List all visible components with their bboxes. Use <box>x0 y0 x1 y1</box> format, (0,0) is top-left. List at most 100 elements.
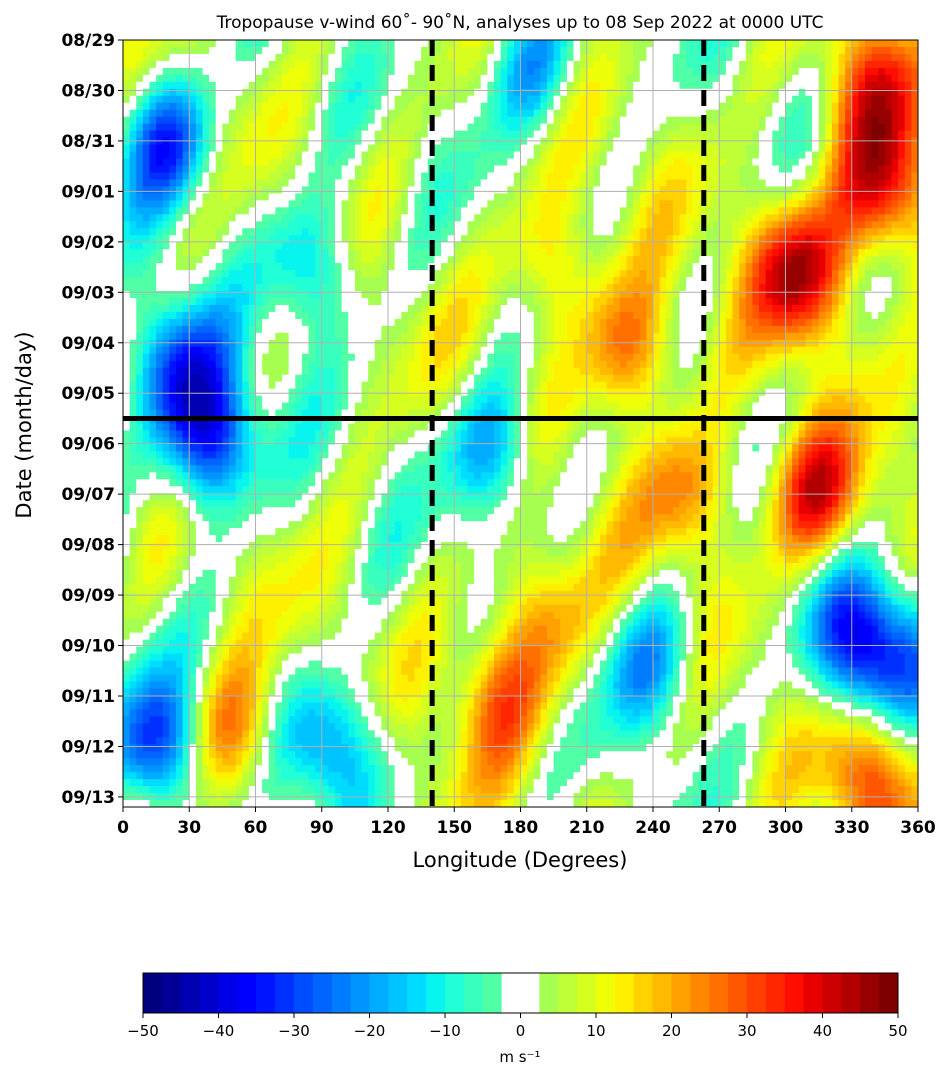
heatmap-cell <box>653 151 661 160</box>
heatmap-cell <box>374 46 382 55</box>
heatmap-cell <box>295 95 303 104</box>
heatmap-cell <box>904 95 912 104</box>
heatmap-cell <box>858 318 866 327</box>
heatmap-cell <box>765 249 773 257</box>
heatmap-cell <box>142 235 151 243</box>
heatmap-cell <box>699 109 707 118</box>
heatmap-cell <box>467 304 475 313</box>
heatmap-cell <box>639 172 647 181</box>
heatmap-cell <box>136 186 144 194</box>
heatmap-cell <box>480 40 488 48</box>
heatmap-cell <box>706 263 714 271</box>
heatmap-cell <box>593 284 601 292</box>
heatmap-cell <box>765 172 773 181</box>
heatmap-cell <box>301 207 310 215</box>
heatmap-cell <box>871 95 879 104</box>
heatmap-cell <box>169 235 177 243</box>
heatmap-cell <box>891 165 899 174</box>
heatmap-cell <box>275 179 283 188</box>
heatmap-cell <box>851 95 859 104</box>
heatmap-cell <box>560 40 568 48</box>
heatmap-cell <box>765 256 773 264</box>
heatmap-cell <box>414 297 422 306</box>
heatmap-cell <box>242 200 250 208</box>
heatmap-cell <box>560 221 568 229</box>
heatmap-cell <box>891 235 899 243</box>
heatmap-cell <box>328 130 336 139</box>
heatmap-cell <box>600 297 608 306</box>
heatmap-cell <box>480 130 488 139</box>
heatmap-cell <box>831 158 840 167</box>
heatmap-cell <box>520 318 528 327</box>
heatmap-cell <box>865 109 873 118</box>
heatmap-cell <box>891 256 899 264</box>
heatmap-cell <box>142 158 151 167</box>
heatmap-cell <box>653 144 661 153</box>
heatmap-cell <box>719 304 727 313</box>
heatmap-cell <box>765 318 773 327</box>
heatmap-cell <box>149 297 157 306</box>
heatmap-cell <box>368 200 376 208</box>
heatmap-cell <box>871 249 879 257</box>
heatmap-cell <box>454 40 462 48</box>
heatmap-cell <box>388 291 396 299</box>
heatmap-cell <box>619 284 628 292</box>
heatmap-cell <box>533 318 541 327</box>
heatmap-cell <box>527 67 535 76</box>
heatmap-cell <box>182 81 190 90</box>
heatmap-cell <box>772 200 780 208</box>
heatmap-cell <box>772 102 780 111</box>
heatmap-cell <box>229 325 237 334</box>
heatmap-cell <box>215 109 223 118</box>
heatmap-cell <box>388 74 396 83</box>
heatmap-cell <box>354 40 363 48</box>
heatmap-cell <box>421 151 429 160</box>
heatmap-cell <box>600 270 608 278</box>
heatmap-cell <box>547 200 555 208</box>
heatmap-cell <box>262 249 270 257</box>
heatmap-cell <box>884 40 893 48</box>
heatmap-cell <box>520 193 528 201</box>
heatmap-cell <box>162 297 170 306</box>
heatmap-cell <box>301 116 310 125</box>
heatmap-cell <box>712 186 720 194</box>
heatmap-cell <box>566 74 575 83</box>
heatmap-cell <box>487 81 495 90</box>
heatmap-cell <box>553 263 561 271</box>
heatmap-cell <box>434 123 442 132</box>
heatmap-cell <box>639 130 647 139</box>
heatmap-cell <box>209 284 217 292</box>
heatmap-cell <box>706 221 714 229</box>
heatmap-cell <box>566 172 575 181</box>
heatmap-cell <box>533 40 541 48</box>
heatmap-cell <box>765 53 773 62</box>
heatmap-cell <box>348 144 356 153</box>
heatmap-cell <box>560 151 568 160</box>
heatmap-cell <box>255 102 263 111</box>
heatmap-cell <box>341 123 349 132</box>
heatmap-cell <box>527 179 535 188</box>
heatmap-cell <box>507 318 515 327</box>
heatmap-cell <box>209 207 217 215</box>
heatmap-cell <box>812 60 820 69</box>
heatmap-cell <box>666 67 674 76</box>
heatmap-cell <box>235 193 243 201</box>
heatmap-cell <box>222 256 230 264</box>
heatmap-cell <box>407 40 416 48</box>
heatmap-cell <box>560 116 568 125</box>
heatmap-cell <box>838 186 846 194</box>
heatmap-cell <box>354 221 363 229</box>
heatmap-cell <box>838 179 846 188</box>
heatmap-cell <box>282 151 290 160</box>
heatmap-cell <box>507 158 515 167</box>
heatmap-cell <box>487 318 495 327</box>
heatmap-cell <box>202 186 210 194</box>
heatmap-cell <box>388 179 396 188</box>
heatmap-cell <box>865 207 873 215</box>
heatmap-cell <box>262 151 270 160</box>
heatmap-cell <box>759 214 767 222</box>
heatmap-cell <box>606 277 614 285</box>
heatmap-cell <box>812 40 820 48</box>
heatmap-cell <box>202 207 210 215</box>
heatmap-cell <box>401 249 409 257</box>
